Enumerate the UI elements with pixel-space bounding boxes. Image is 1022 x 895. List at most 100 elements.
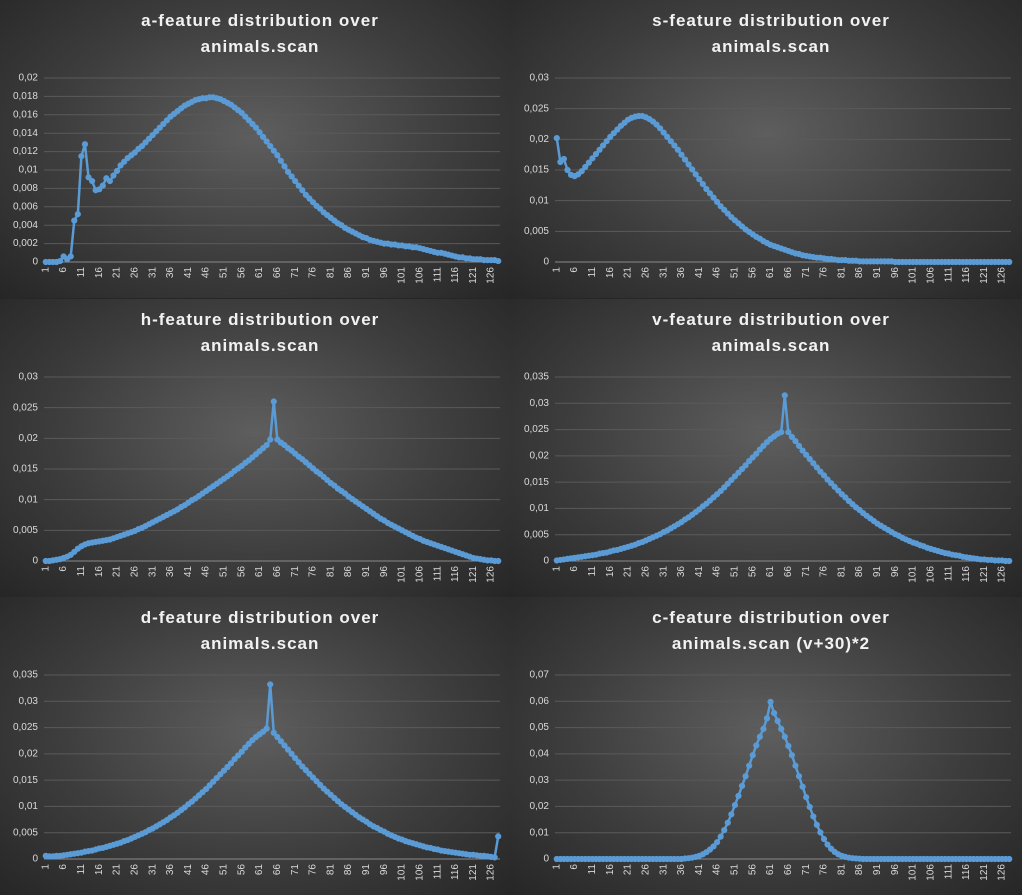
data-point xyxy=(820,472,828,479)
data-point xyxy=(238,748,245,755)
x-tick-label: 116 xyxy=(961,267,972,283)
data-point xyxy=(217,771,224,778)
x-tick-label: 86 xyxy=(854,267,865,279)
data-point xyxy=(817,829,824,836)
data-point xyxy=(656,125,664,132)
x-tick-label: 31 xyxy=(147,566,158,578)
x-tick-label: 121 xyxy=(979,566,990,583)
data-point xyxy=(306,770,313,777)
x-tick-label: 6 xyxy=(569,566,580,572)
y-tick-label: 0,018 xyxy=(13,91,38,102)
y-tick-label: 0 xyxy=(32,854,38,865)
data-point xyxy=(585,159,592,166)
y-tick-label: 0,005 xyxy=(524,226,549,237)
data-point xyxy=(277,157,285,164)
y-tick-label: 0,006 xyxy=(13,201,38,212)
data-point xyxy=(302,767,309,774)
data-point xyxy=(742,773,749,780)
x-tick-label: 46 xyxy=(201,566,212,578)
x-tick-label: 21 xyxy=(623,267,634,279)
data-point xyxy=(689,166,696,173)
x-tick-label: 96 xyxy=(379,566,390,578)
x-tick-label: 36 xyxy=(676,267,687,279)
chart-title: c-feature distribution over animals.scan… xyxy=(652,608,896,653)
y-tick-label: 0,014 xyxy=(13,128,38,139)
x-tick-label: 46 xyxy=(712,864,723,876)
x-tick-label: 71 xyxy=(290,864,301,876)
x-tick-label: 76 xyxy=(308,864,319,876)
chart: 00,010,020,030,040,050,060,071 6 11 16 21 26 3… xyxy=(530,670,1013,881)
data-point xyxy=(564,166,571,174)
y-tick-label: 0,012 xyxy=(13,146,38,157)
x-tick-label: 96 xyxy=(379,267,390,279)
x-tick-label: 116 xyxy=(961,864,972,880)
data-point xyxy=(760,725,767,732)
data-point xyxy=(660,129,667,136)
x-tick-label: 56 xyxy=(747,267,758,279)
x-tick-label: 71 xyxy=(290,267,301,279)
data-point xyxy=(710,194,717,201)
data-point xyxy=(713,839,721,846)
data-point xyxy=(85,174,92,181)
y-tick-label: 0,015 xyxy=(13,775,38,786)
x-tick-label: 61 xyxy=(254,864,265,876)
x-tick-label: 1 xyxy=(551,864,562,870)
x-tick-label: 91 xyxy=(361,566,372,578)
x-tick-label: 116 xyxy=(450,566,461,582)
y-tick-label: 0,02 xyxy=(19,748,39,759)
y-tick-label: 0 xyxy=(543,257,549,268)
data-point xyxy=(491,854,498,861)
data-point xyxy=(813,821,820,828)
y-tick-label: 0,004 xyxy=(13,220,38,231)
x-tick-label: 126 xyxy=(486,566,497,583)
chart-panel: h-feature distribution over animals.scan… xyxy=(0,299,511,597)
data-point xyxy=(256,129,263,136)
data-point xyxy=(263,725,270,732)
x-tick-label: 121 xyxy=(468,864,479,881)
data-point xyxy=(288,750,295,757)
x-tick-label: 31 xyxy=(147,267,158,279)
x-tick-label: 126 xyxy=(486,267,497,284)
x-tick-label: 26 xyxy=(640,566,651,578)
data-point xyxy=(99,182,106,189)
y-tick-label: 0,03 xyxy=(530,398,550,409)
data-point xyxy=(824,841,831,848)
data-point xyxy=(295,759,302,766)
chart-title: a-feature distribution over animals.scan xyxy=(141,11,385,56)
data-point xyxy=(696,176,703,183)
data-point xyxy=(267,142,274,150)
x-tick-label: 91 xyxy=(872,566,883,578)
x-tick-label: 11 xyxy=(76,566,87,577)
x-tick-label: 51 xyxy=(219,864,230,876)
x-tick-label: 46 xyxy=(201,864,212,876)
data-point xyxy=(88,177,96,185)
y-tick-label: 0 xyxy=(32,257,38,268)
data-point xyxy=(721,206,728,213)
y-tick-label: 0,005 xyxy=(13,827,38,838)
chart: 0 0,002 0,004 0,006 0,008 0,01 0,012 0,014 0,016… xyxy=(13,73,502,284)
x-tick-label: 51 xyxy=(730,267,741,279)
data-point xyxy=(299,763,306,770)
x-tick-label: 46 xyxy=(201,267,212,279)
data-point xyxy=(735,792,742,800)
data-point xyxy=(309,199,317,206)
y-tick-label: 0,05 xyxy=(530,722,550,733)
x-tick-label: 81 xyxy=(836,864,847,876)
x-tick-label: 61 xyxy=(254,566,265,578)
x-tick-label: 76 xyxy=(308,267,319,279)
x-tick-label: 6 xyxy=(58,864,69,870)
data-point xyxy=(231,756,238,763)
y-tick-label: 0,015 xyxy=(524,477,549,488)
data-point xyxy=(495,257,502,265)
x-tick-label: 76 xyxy=(308,566,319,578)
data-point xyxy=(721,826,728,834)
data-point xyxy=(724,480,731,487)
x-tick-label: 106 xyxy=(925,267,936,284)
x-tick-label: 6 xyxy=(58,566,69,572)
y-tick-label: 0,01 xyxy=(530,827,550,838)
x-tick-label: 41 xyxy=(694,864,705,876)
data-point xyxy=(781,733,788,740)
data-point xyxy=(671,142,678,149)
y-tick-label: 0,01 xyxy=(19,165,39,176)
x-tick-label: 1 xyxy=(40,566,51,572)
